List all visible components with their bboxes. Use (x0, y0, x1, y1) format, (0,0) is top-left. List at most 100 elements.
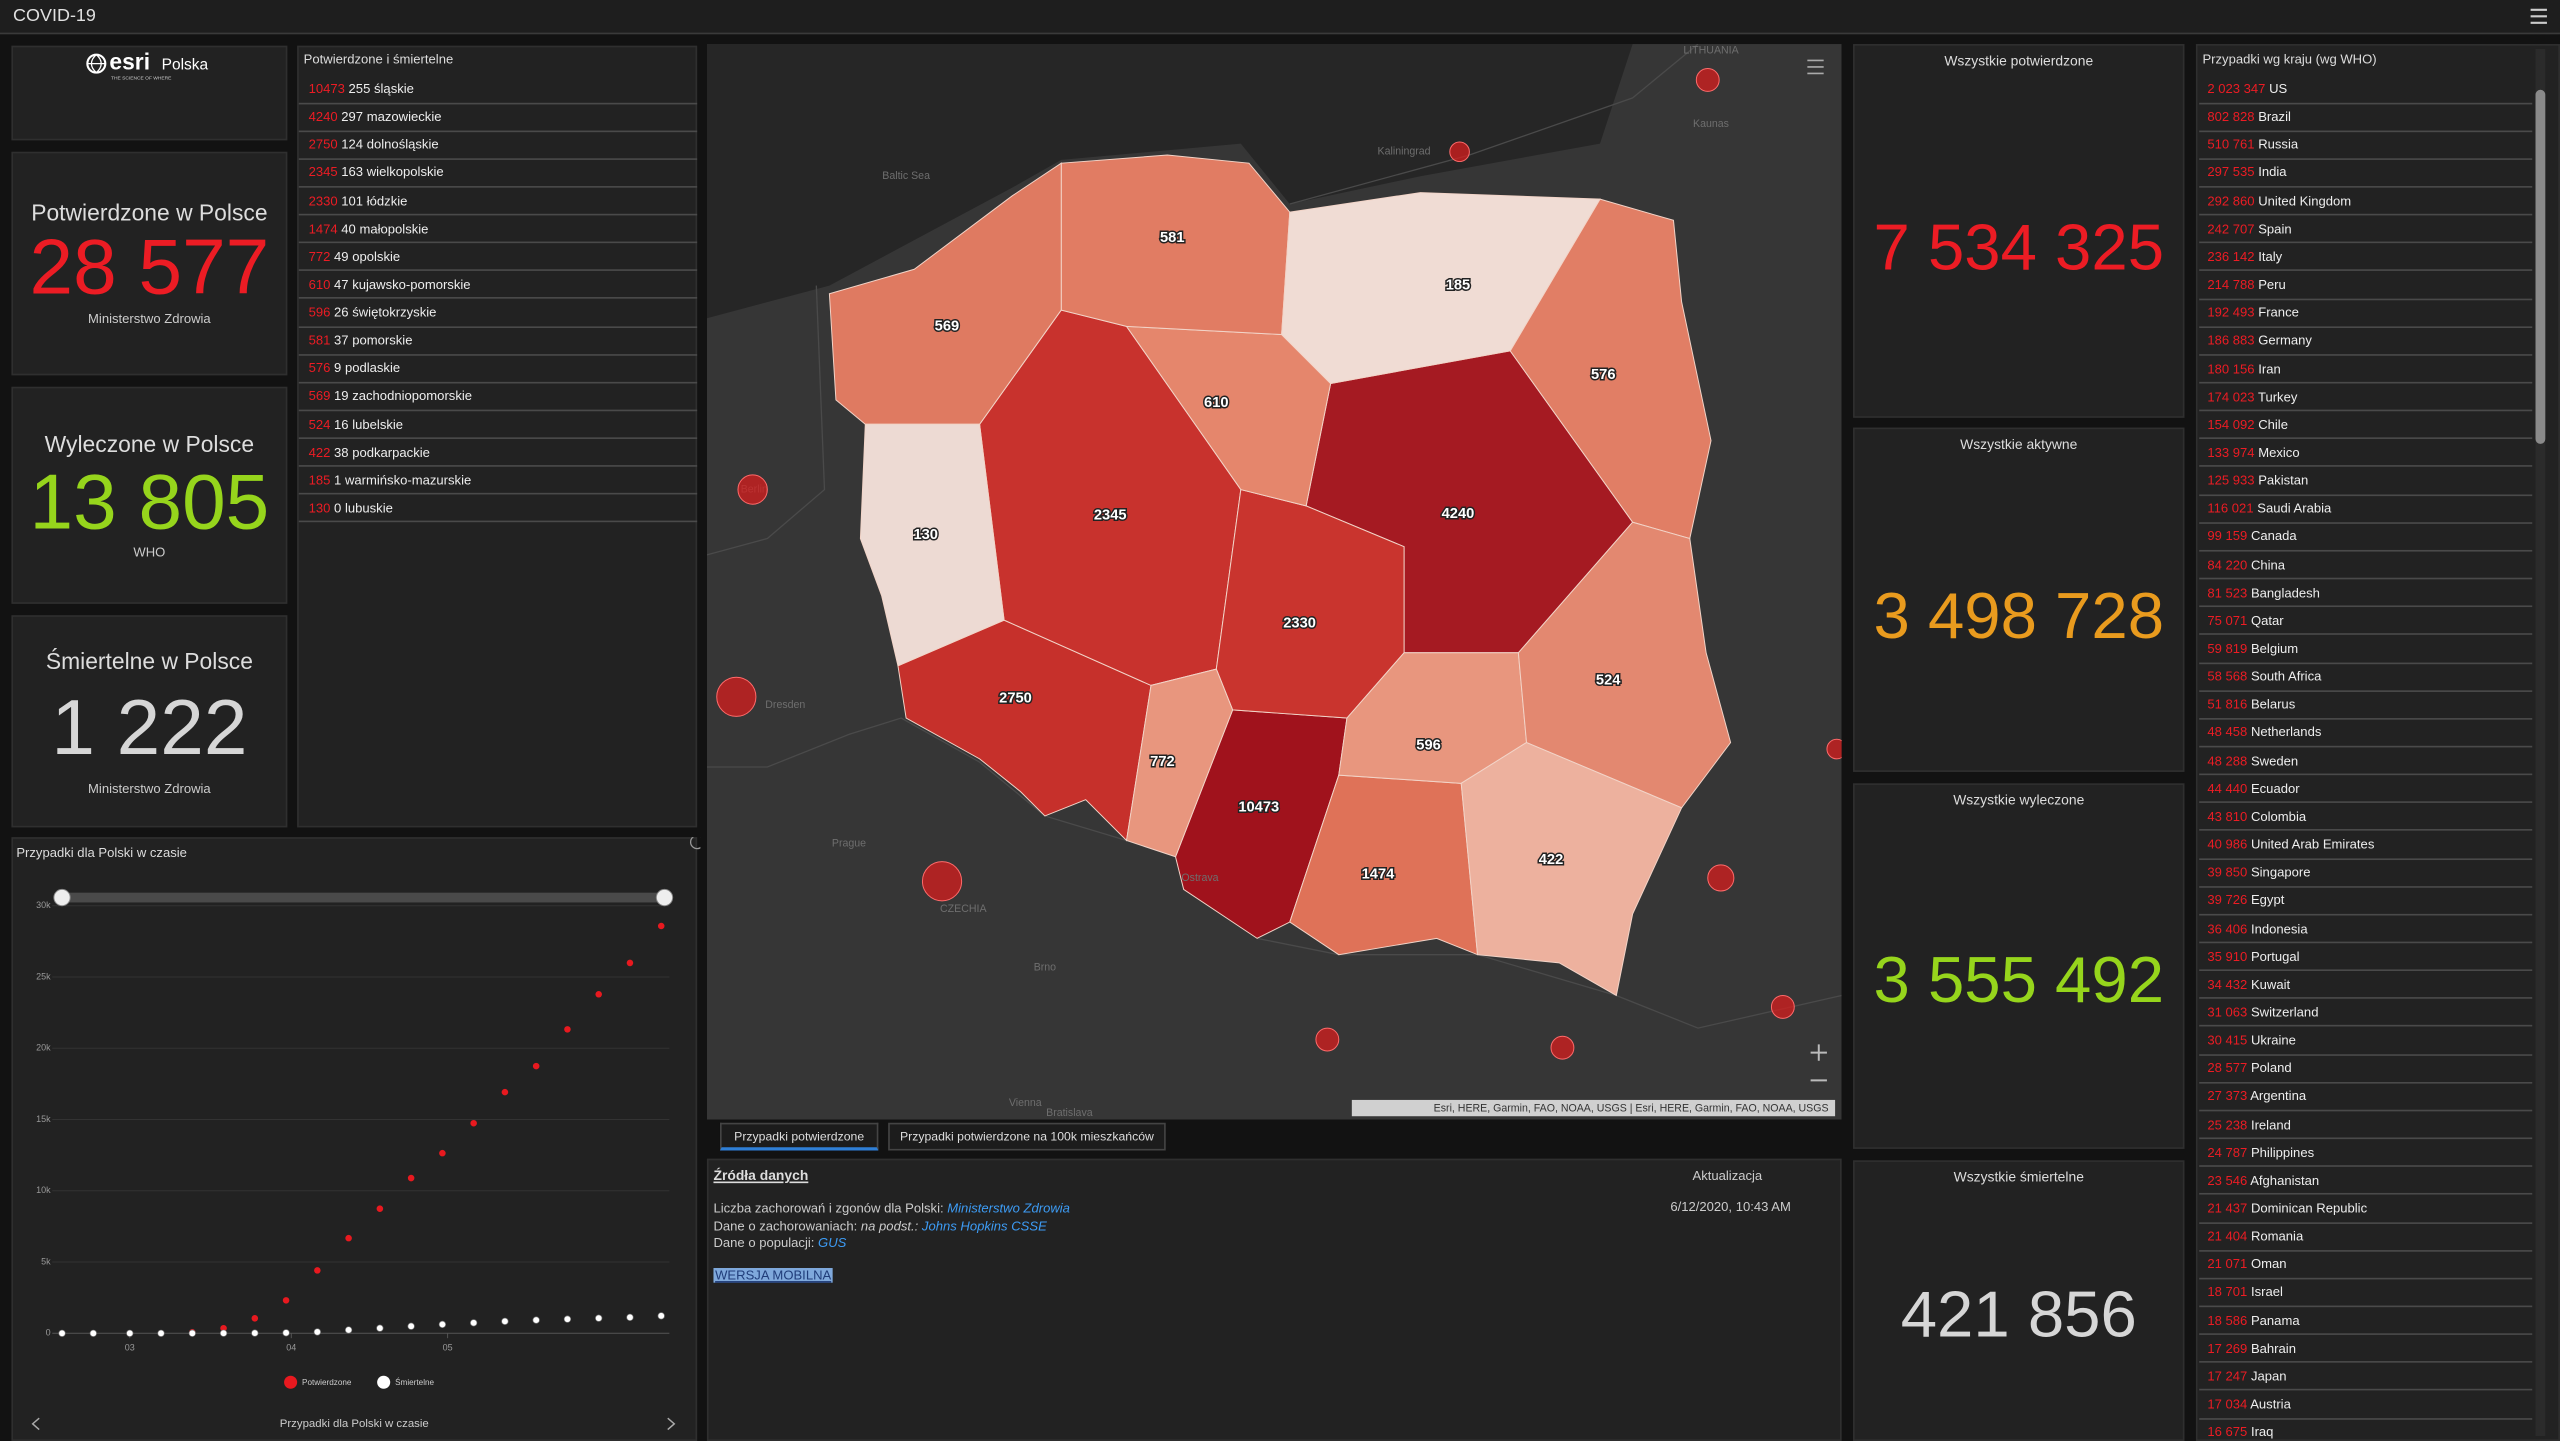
row-separator (2199, 886, 2532, 888)
source-link[interactable]: GUS (818, 1235, 846, 1250)
country-row: 236 142 Italy (2207, 250, 2282, 266)
country-cases: 17 247 (2207, 1369, 2247, 1384)
region-name: mazowieckie (367, 110, 442, 125)
country-name: Mexico (2258, 445, 2299, 460)
scrollbar-thumb[interactable] (2536, 90, 2546, 444)
row-separator (299, 102, 697, 104)
menu-icon[interactable] (2529, 7, 2549, 27)
source-label: Dane o zachorowaniach: (713, 1218, 857, 1233)
row-separator (299, 493, 697, 495)
country-row: 242 707 Spain (2207, 222, 2291, 238)
country-row: 17 034 Austria (2207, 1397, 2291, 1413)
country-cases: 28 577 (2207, 1061, 2247, 1076)
row-separator (2199, 914, 2532, 916)
header-bar (0, 0, 2560, 34)
region-label: 576 (1591, 367, 1616, 383)
country-name: Afghanistan (2250, 1173, 2319, 1188)
row-separator (2199, 998, 2532, 1000)
region-confirmed: 2750 (309, 137, 338, 152)
country-name: Saudi Arabia (2257, 501, 2331, 516)
country-name: Qatar (2251, 613, 2284, 628)
row-separator (2199, 578, 2532, 580)
source-link[interactable]: Ministerstwo Zdrowia (947, 1201, 1070, 1216)
country-name: Peru (2258, 278, 2286, 293)
row-separator (299, 437, 697, 439)
row-separator (2199, 158, 2532, 160)
region-row: 422 38 podkarpackie (309, 445, 430, 461)
country-name: US (2269, 82, 2287, 97)
row-separator (2199, 1221, 2532, 1223)
country-row: 133 974 Mexico (2207, 445, 2299, 461)
country-cases: 21 404 (2207, 1229, 2247, 1244)
row-separator (2199, 214, 2532, 216)
country-name: Switzerland (2251, 1005, 2319, 1020)
row-separator (2199, 298, 2532, 300)
map-tab[interactable]: Przypadki potwierdzone (720, 1123, 878, 1151)
region-deaths: 16 (334, 417, 349, 432)
source-label: Dane o populacji: (713, 1235, 814, 1250)
region-row: 185 1 warmińsko-mazurskie (309, 473, 472, 489)
region-confirmed: 422 (309, 445, 331, 460)
map-marker (738, 475, 767, 504)
country-name: Portugal (2251, 949, 2300, 964)
row-separator (2199, 1194, 2532, 1196)
region-row: 772 49 opolskie (309, 249, 401, 265)
country-name: Japan (2251, 1369, 2287, 1384)
data-point (595, 991, 602, 998)
country-cases: 35 910 (2207, 949, 2247, 964)
data-point (59, 1330, 66, 1337)
country-row: 43 810 Colombia (2207, 809, 2306, 825)
row-separator (299, 354, 697, 356)
country-name: Chile (2258, 417, 2288, 432)
country-name: Belgium (2251, 641, 2298, 656)
kpi-title: Śmiertelne w Polsce (11, 648, 287, 674)
kpi-title: Wyleczone w Polsce (11, 431, 287, 457)
row-separator (2199, 1026, 2532, 1028)
region-label: 524 (1596, 672, 1621, 688)
map-marker (1708, 865, 1734, 891)
sources-title: Źródła danych (713, 1167, 808, 1183)
data-point (283, 1330, 290, 1337)
country-name: Bangladesh (2251, 585, 2320, 600)
region-name: dolnośląskie (367, 137, 439, 152)
row-separator (299, 270, 697, 272)
row-separator (2199, 438, 2532, 440)
row-separator (2199, 1249, 2532, 1251)
place-label: Vienna (1009, 1097, 1042, 1109)
expand-icon (691, 837, 701, 848)
row-separator (299, 130, 697, 132)
country-name: Philippines (2251, 1145, 2314, 1160)
mobile-link[interactable]: WERSJA MOBILNA (713, 1268, 832, 1283)
country-cases: 133 974 (2207, 445, 2254, 460)
region-confirmed: 1474 (309, 221, 338, 236)
attribution: Esri, HERE, Garmin, FAO, NOAA, USGS | Es… (1434, 1103, 1829, 1115)
source-link[interactable]: Johns Hopkins CSSE (922, 1218, 1047, 1233)
row-separator (2199, 1333, 2532, 1335)
logo: esriPolskaTHE SCIENCE OF WHERE (11, 46, 287, 141)
region-name: lubelskie (352, 417, 403, 432)
region-name: zachodniopomorskie (352, 389, 472, 404)
row-separator (2199, 1110, 2532, 1112)
country-cases: 242 707 (2207, 222, 2254, 237)
row-separator (2199, 858, 2532, 860)
row-separator (2199, 634, 2532, 636)
map-tab[interactable]: Przypadki potwierdzone na 100k mieszkańc… (888, 1123, 1166, 1151)
region-deaths: 47 (334, 277, 349, 292)
place-label: Kaunas (1693, 118, 1729, 130)
country-row: 39 850 Singapore (2207, 865, 2310, 881)
region-row: 596 26 świętokrzyskie (309, 305, 437, 321)
country-name: Pakistan (2258, 473, 2308, 488)
region-confirmed: 4240 (309, 110, 338, 125)
region-name: śląskie (374, 82, 414, 97)
country-name: Kuwait (2251, 977, 2290, 992)
region-label: 422 (1539, 852, 1564, 868)
region-deaths: 9 (334, 361, 341, 376)
row-separator (2199, 1082, 2532, 1084)
country-row: 35 910 Portugal (2207, 949, 2299, 965)
country-row: 75 071 Qatar (2207, 613, 2283, 629)
region-confirmed: 185 (309, 473, 331, 488)
map-marker (1827, 739, 1842, 759)
region-deaths: 1 (334, 473, 341, 488)
data-point (658, 1313, 665, 1320)
